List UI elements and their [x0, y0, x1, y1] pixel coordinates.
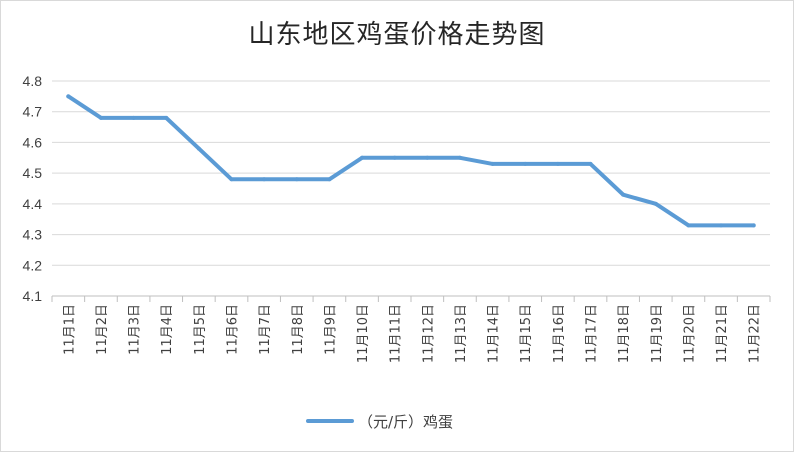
x-tick-label: 11月20日 [682, 304, 697, 363]
data-point [653, 201, 658, 206]
x-tick-label: 11月9日 [323, 304, 338, 355]
data-point [262, 177, 267, 182]
x-tick-label: 11月21日 [715, 304, 730, 363]
y-tick-label: 4.7 [23, 104, 43, 120]
data-point [229, 177, 234, 182]
y-tick-label: 4.6 [23, 134, 43, 150]
chart-title: 山东地区鸡蛋价格走势图 [248, 20, 546, 50]
data-point [751, 223, 756, 228]
x-tick-label: 11月10日 [356, 304, 371, 363]
x-tick-label: 11月2日 [95, 304, 110, 355]
y-tick-label: 4.8 [23, 73, 43, 89]
x-tick-label: 11月1日 [62, 304, 77, 355]
series-line [66, 94, 756, 228]
data-point [131, 115, 136, 120]
x-tick-label: 11月16日 [552, 304, 567, 363]
data-point [360, 155, 365, 160]
data-point [490, 161, 495, 166]
x-tick-label: 11月8日 [291, 304, 306, 355]
data-point [588, 161, 593, 166]
data-point [719, 223, 724, 228]
x-axis: 11月1日 11月2日 11月3日 11月4日 11月5日 11月6日 11月7日 11月8日… [51, 295, 771, 363]
data-point [98, 115, 103, 120]
gridlines [52, 80, 770, 297]
data-point [425, 155, 430, 160]
x-tick-label: 11月6日 [226, 304, 241, 355]
x-tick-label: 11月17日 [585, 304, 600, 363]
data-point [164, 115, 169, 120]
data-point [686, 223, 691, 228]
y-tick-label: 4.1 [23, 288, 43, 304]
y-tick-label: 4.4 [23, 196, 43, 212]
data-point [196, 146, 201, 151]
data-point [523, 161, 528, 166]
x-tick-label: 11月18日 [617, 304, 632, 363]
data-point [457, 155, 462, 160]
legend-label: （元/斤）鸡蛋 [358, 413, 453, 431]
y-tick-label: 4.2 [23, 257, 43, 273]
x-tick-label: 11月13日 [454, 304, 469, 363]
x-tick-label: 11月7日 [258, 304, 273, 355]
y-tick-label: 4.5 [23, 165, 43, 181]
data-point [392, 155, 397, 160]
x-tick-label: 11月11日 [389, 304, 404, 363]
x-tick-label: 11月12日 [421, 304, 436, 363]
legend: （元/斤）鸡蛋 [306, 413, 453, 431]
x-tick-label: 11月14日 [487, 304, 502, 363]
x-tick-label: 11月5日 [193, 304, 208, 355]
y-axis: 4.1 4.2 4.3 4.4 4.5 4.6 4.7 4.8 [23, 73, 43, 304]
x-tick-label: 11月22日 [748, 304, 763, 363]
data-point [555, 161, 560, 166]
data-point [294, 177, 299, 182]
x-tick-label: 11月19日 [650, 304, 665, 363]
data-point [327, 177, 332, 182]
x-tick-label: 11月15日 [519, 304, 534, 363]
data-point [66, 94, 71, 99]
x-tick-label: 11月4日 [160, 304, 175, 355]
x-tick-label: 11月3日 [128, 304, 143, 355]
series-group [66, 94, 756, 228]
y-tick-label: 4.3 [23, 227, 43, 243]
data-point [621, 192, 626, 197]
